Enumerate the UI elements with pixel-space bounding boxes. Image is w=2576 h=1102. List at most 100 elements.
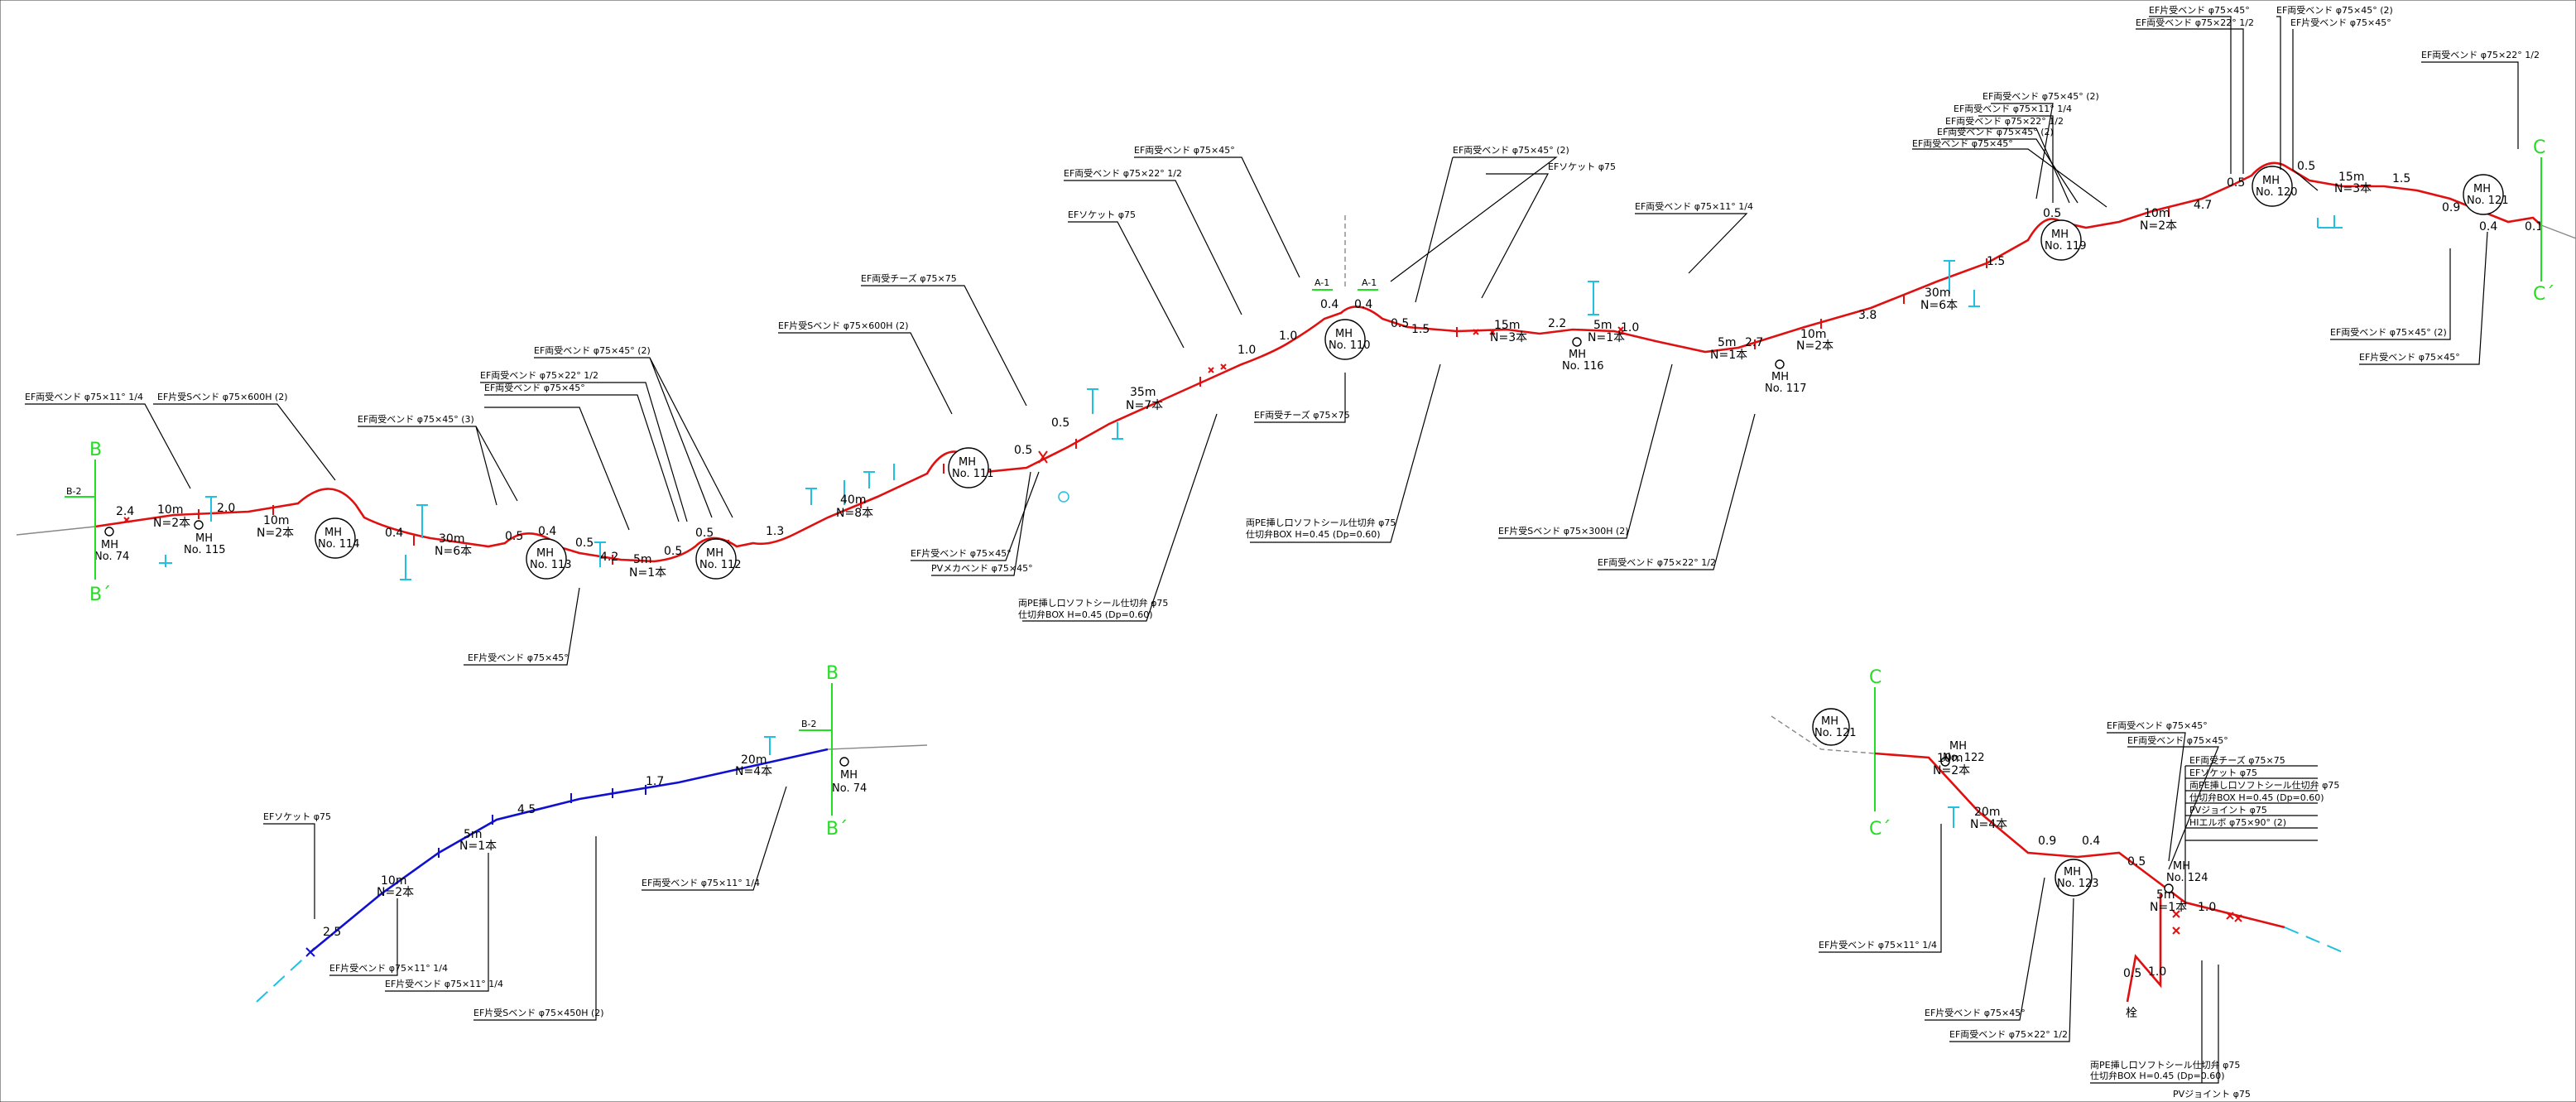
seg-n-11: N=6本 xyxy=(1920,299,1958,312)
svg-text:4.7: 4.7 xyxy=(2194,199,2212,212)
sub-c-table-2: EFソケット φ75 xyxy=(2189,768,2257,778)
note-a20: EF両受ベンド φ75×11° 1/4 xyxy=(1635,201,1753,212)
sec-b-prime: B´ xyxy=(89,585,111,605)
sub-c-mh122-b: No. 122 xyxy=(1943,752,1985,764)
sub-c-mh121-a: MH xyxy=(1821,715,1838,728)
mh116-label-b: No. 116 xyxy=(1562,360,1604,373)
svg-text:0.5: 0.5 xyxy=(505,530,523,543)
sub-c-n4: EF片受ベンド φ75×45° xyxy=(1925,1008,2026,1018)
mh113-marker xyxy=(526,538,567,580)
svg-text:1.5: 1.5 xyxy=(2392,172,2410,185)
note-a22: 仕切弁BOX H=0.45 (Dp=0.60) xyxy=(1246,528,1381,540)
sec-b2: B-2 xyxy=(66,486,82,497)
seg-n-1: N=2本 xyxy=(153,517,190,530)
note-a18: EF両受ベンド φ75×45° (2) xyxy=(1453,145,1569,156)
sub-c-d1: 0.9 xyxy=(2038,835,2056,848)
sub-b-n4: EF片受Sベンド φ75×450H (2) xyxy=(473,1008,604,1018)
sub-c-table-6: HIエルボ φ75×90° (2) xyxy=(2189,817,2286,828)
svg-text:2.0: 2.0 xyxy=(217,502,235,515)
seg-len-1: 10m xyxy=(157,503,183,517)
sub-b-n5: EF両受ベンド φ75×11° 1/4 xyxy=(642,878,760,888)
sub-c-d3: 0.5 xyxy=(2127,855,2146,869)
svg-text:2.7: 2.7 xyxy=(1745,336,1763,349)
mh121-marker xyxy=(2463,174,2504,215)
mh112-label-a: MH xyxy=(706,547,723,560)
note-a26: EF両受ベンド φ75×11° 1/4 xyxy=(1954,103,2072,114)
mh113-label-b: No. 113 xyxy=(530,559,572,571)
note-a14: EFソケット φ75 xyxy=(1068,209,1136,220)
sub-c-branch xyxy=(2126,894,2162,1003)
seg-len-9: 5m xyxy=(1718,336,1737,349)
note-a35: EF両受ベンド φ75×45° (2) xyxy=(2330,327,2447,338)
svg-text:0.4: 0.4 xyxy=(385,527,403,540)
note-a32: EF両受ベンド φ75×45° (2) xyxy=(2276,5,2393,16)
sub-b-seg1-n: N=2本 xyxy=(377,886,414,899)
note-a5: EF両受ベンド φ75×22° 1/2 xyxy=(480,370,598,381)
note-a1: EF両受ベンド φ75×11° 1/4 xyxy=(25,392,143,402)
sub-c-table-1: EF両受チーズ φ75×75 xyxy=(2189,754,2285,766)
seg-n-4: N=1本 xyxy=(629,566,666,580)
branch-c-diagram: MH No. 121 C C´ MH No. 122 MH No. 123 MH… xyxy=(1771,667,2343,1100)
sub-c-mh123-a: MH xyxy=(2064,866,2081,878)
note-a8: EF片受Sベンド φ75×600H (2) xyxy=(778,320,909,331)
seg-n-12: N=2本 xyxy=(2140,219,2177,233)
svg-text:0.5: 0.5 xyxy=(664,545,682,558)
mh119-marker xyxy=(2040,219,2082,261)
mh116-marker xyxy=(1572,337,1582,347)
sub-c-seg3-len: 5m xyxy=(2156,888,2175,902)
existing-pipe-left xyxy=(16,526,96,536)
svg-text:0.5: 0.5 xyxy=(2227,176,2245,190)
svg-text:0.9: 0.9 xyxy=(2442,201,2460,214)
svg-text:0.4: 0.4 xyxy=(1354,298,1372,311)
note-a30: EF片受ベンド φ75×45° xyxy=(2149,5,2250,16)
sec-a1-right: A-1 xyxy=(1362,277,1377,288)
note-a12: 両PE挿し口ソフトシール仕切弁 φ75 xyxy=(1018,597,1168,609)
seg-n-13: N=3本 xyxy=(2334,182,2372,195)
note-a15: EF両受ベンド φ75×22° 1/2 xyxy=(1064,168,1182,179)
note-a13: 仕切弁BOX H=0.45 (Dp=0.60) xyxy=(1018,609,1153,620)
seg-len-6: 35m xyxy=(1130,386,1156,399)
sub-c-d4: 1.0 xyxy=(2198,901,2216,914)
mh74-marker xyxy=(104,527,114,537)
svg-text:1.0: 1.0 xyxy=(1238,344,1256,357)
sub-c-n5: EF両受ベンド φ75×22° 1/2 xyxy=(1949,1029,2068,1040)
svg-text:0.5: 0.5 xyxy=(1014,444,1032,457)
seg-len-11: 30m xyxy=(1925,286,1950,300)
svg-text:0.5: 0.5 xyxy=(695,527,714,540)
mh114-marker xyxy=(315,517,356,559)
note-a17: EF両受チーズ φ75×75 xyxy=(1254,409,1350,421)
valve-symbols xyxy=(159,215,2343,580)
mh121-label-b: No. 121 xyxy=(2467,195,2509,207)
mh110-label-a: MH xyxy=(1335,328,1353,340)
svg-text:1.3: 1.3 xyxy=(766,525,784,538)
sub-b-n2: EF片受ベンド φ75×11° 1/4 xyxy=(329,963,448,974)
sub-c-n7: 仕切弁BOX H=0.45 (Dp=0.60) xyxy=(2090,1070,2225,1081)
mh119-label-a: MH xyxy=(2051,229,2069,241)
sub-c-n2: EF両受ベンド φ75×45° xyxy=(2127,735,2228,746)
seg-len-8: 5m xyxy=(1593,319,1612,332)
note-a11: PVメカベンド φ75×45° xyxy=(931,563,1033,574)
note-a2: EF片受Sベンド φ75×600H (2) xyxy=(157,392,288,402)
note-a33: EF片受ベンド φ75×45° xyxy=(2290,17,2391,28)
mh110-label-b: No. 110 xyxy=(1329,339,1371,352)
svg-text:1.0: 1.0 xyxy=(1279,330,1297,343)
sub-b-n3: EF片受ベンド φ75×11° 1/4 xyxy=(385,979,503,989)
mh74-label-a: MH xyxy=(101,539,118,551)
note-a23: EF片受Sベンド φ75×300H (2) xyxy=(1498,526,1629,537)
sub-b-n1: EFソケット φ75 xyxy=(263,811,331,822)
note-a29: EF両受ベンド φ75×45° xyxy=(1912,138,2013,149)
sub-c-mh121-b: No. 121 xyxy=(1814,727,1857,739)
svg-text:0.4: 0.4 xyxy=(1320,298,1338,311)
mh111-label-b: No. 111 xyxy=(952,468,994,480)
sec-a1-left: A-1 xyxy=(1314,277,1329,288)
svg-text:0.4: 0.4 xyxy=(538,525,556,538)
seg-n-2: N=2本 xyxy=(257,527,294,540)
sub-c-mh123-b: No. 123 xyxy=(2057,878,2099,890)
annotation-texts: EF両受ベンド φ75×11° 1/4 EF片受Sベンド φ75×600H (2… xyxy=(25,5,2540,663)
svg-text:4.2: 4.2 xyxy=(600,551,618,564)
seg-n-3: N=6本 xyxy=(435,545,472,558)
note-a10: EF片受ベンド φ75×45° xyxy=(911,548,1012,559)
sub-b-mh-b: No. 74 xyxy=(832,782,867,795)
sub-c-mh124-a: MH xyxy=(2173,860,2190,873)
